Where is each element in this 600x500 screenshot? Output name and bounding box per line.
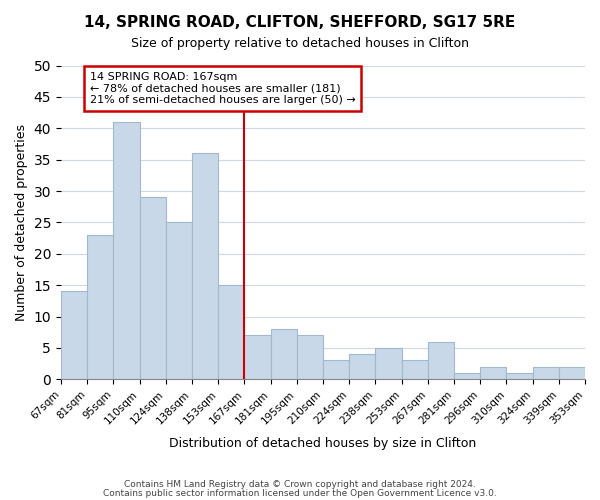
Bar [140, 198, 166, 380]
Bar [192, 154, 218, 380]
Bar [87, 235, 113, 380]
Bar [454, 373, 480, 380]
Bar [428, 342, 454, 380]
Bar [113, 122, 140, 380]
Y-axis label: Number of detached properties: Number of detached properties [15, 124, 28, 321]
Bar [297, 336, 323, 380]
Text: Contains HM Land Registry data © Crown copyright and database right 2024.: Contains HM Land Registry data © Crown c… [124, 480, 476, 489]
Bar [166, 222, 192, 380]
Bar [271, 329, 297, 380]
Text: Size of property relative to detached houses in Clifton: Size of property relative to detached ho… [131, 38, 469, 51]
X-axis label: Distribution of detached houses by size in Clifton: Distribution of detached houses by size … [169, 437, 476, 450]
Bar [244, 336, 271, 380]
Bar [349, 354, 376, 380]
Text: 14 SPRING ROAD: 167sqm
← 78% of detached houses are smaller (181)
21% of semi-de: 14 SPRING ROAD: 167sqm ← 78% of detached… [90, 72, 355, 105]
Bar [218, 285, 244, 380]
Bar [376, 348, 401, 380]
Bar [401, 360, 428, 380]
Text: Contains public sector information licensed under the Open Government Licence v3: Contains public sector information licen… [103, 489, 497, 498]
Bar [533, 367, 559, 380]
Text: 14, SPRING ROAD, CLIFTON, SHEFFORD, SG17 5RE: 14, SPRING ROAD, CLIFTON, SHEFFORD, SG17… [85, 15, 515, 30]
Bar [323, 360, 349, 380]
Bar [559, 367, 585, 380]
Bar [480, 367, 506, 380]
Bar [506, 373, 533, 380]
Bar [61, 292, 87, 380]
